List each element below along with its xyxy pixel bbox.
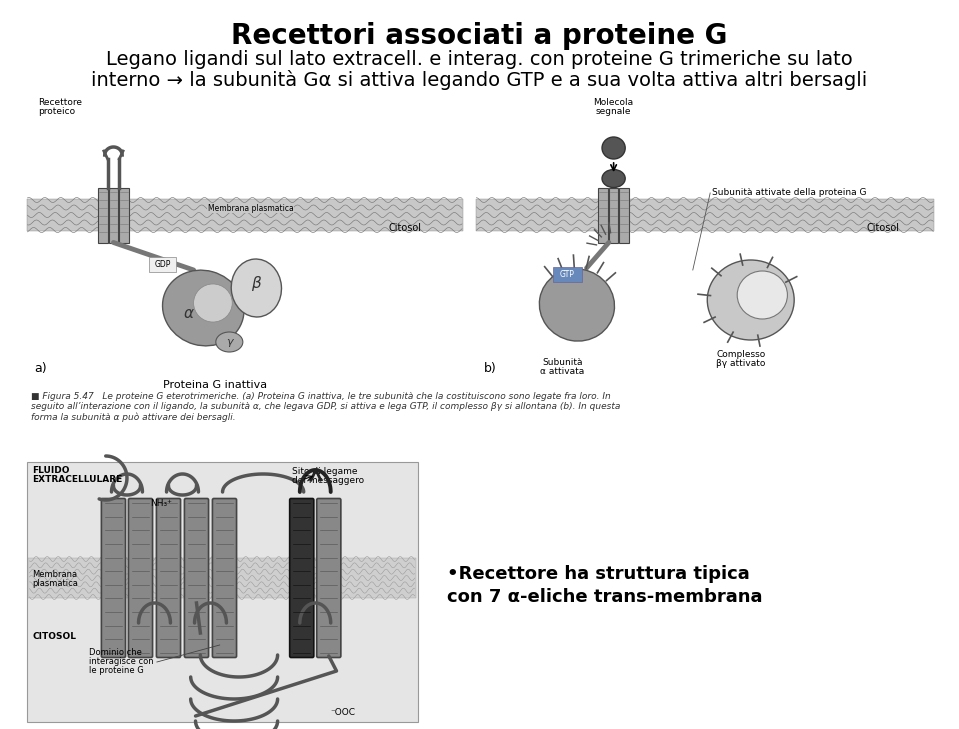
Text: Subunità attivate della proteina G: Subunità attivate della proteina G [713, 187, 867, 197]
Bar [108, 187, 118, 243]
FancyBboxPatch shape [102, 499, 126, 658]
Bar [598, 187, 608, 243]
Text: interagisce con: interagisce con [89, 657, 154, 666]
Text: b): b) [484, 362, 497, 375]
Ellipse shape [216, 332, 243, 352]
Bar [620, 187, 629, 243]
Ellipse shape [539, 269, 615, 341]
Bar [609, 187, 619, 243]
Bar [29, 558, 415, 598]
Bar [27, 462, 417, 722]
Text: Legano ligandi sul lato extracell. e interag. con proteine G trimeriche su lato: Legano ligandi sul lato extracell. e int… [106, 50, 853, 69]
Bar [476, 199, 934, 231]
Text: con 7 α-eliche trans-membrana: con 7 α-eliche trans-membrana [447, 588, 762, 606]
Text: GDP: GDP [154, 260, 171, 269]
Ellipse shape [231, 259, 282, 317]
Text: Molecola: Molecola [594, 98, 634, 107]
FancyBboxPatch shape [150, 257, 176, 272]
Text: γ: γ [226, 337, 233, 347]
Text: ■ Figura 5.47   Le proteine G eterotrimeriche. (a) Proteina G inattiva, le tre s: ■ Figura 5.47 Le proteine G eterotrimeri… [32, 392, 611, 401]
Text: FLUIDO: FLUIDO [33, 466, 70, 475]
Bar [27, 199, 463, 231]
Text: Membrana plasmatica: Membrana plasmatica [208, 203, 293, 212]
FancyBboxPatch shape [184, 499, 208, 658]
Ellipse shape [708, 260, 794, 340]
Text: Subunità: Subunità [542, 358, 583, 367]
Text: a): a) [35, 362, 47, 375]
Text: forma la subunità α può attivare dei bersagli.: forma la subunità α può attivare dei ber… [32, 412, 236, 421]
FancyBboxPatch shape [290, 499, 314, 658]
Text: Citosol: Citosol [867, 223, 900, 233]
FancyBboxPatch shape [552, 267, 582, 282]
Text: ⁻OOC: ⁻OOC [331, 708, 356, 717]
Text: Sito di legame: Sito di legame [292, 467, 358, 476]
FancyBboxPatch shape [213, 499, 237, 658]
Text: Complesso: Complesso [716, 350, 765, 359]
Ellipse shape [602, 170, 625, 187]
Text: GTP: GTP [560, 270, 574, 279]
Bar [98, 187, 107, 243]
Text: proteico: proteico [38, 107, 75, 116]
Ellipse shape [602, 137, 625, 159]
Text: NH₃⁺: NH₃⁺ [151, 499, 172, 508]
Text: EXTRACELLULARE: EXTRACELLULARE [33, 475, 123, 484]
FancyBboxPatch shape [156, 499, 180, 658]
Ellipse shape [737, 271, 787, 319]
Text: seguito all’interazione con il ligando, la subunità α, che legava GDP, si attiva: seguito all’interazione con il ligando, … [32, 402, 620, 411]
Text: Recettore: Recettore [38, 98, 82, 107]
Ellipse shape [162, 270, 244, 346]
FancyBboxPatch shape [316, 499, 340, 658]
Text: Dominio che: Dominio che [89, 648, 142, 657]
Text: β: β [251, 276, 261, 290]
Text: •Recettore ha struttura tipica: •Recettore ha struttura tipica [447, 565, 749, 583]
Text: plasmatica: plasmatica [33, 579, 79, 588]
Text: Citosol: Citosol [388, 223, 422, 233]
Text: le proteine G: le proteine G [89, 666, 144, 675]
Bar [119, 187, 129, 243]
Text: del messaggero: del messaggero [292, 476, 364, 485]
Text: α: α [184, 305, 194, 321]
Text: Membrana: Membrana [33, 570, 78, 579]
Text: interno → la subunità Gα si attiva legando GTP e a sua volta attiva altri bersag: interno → la subunità Gα si attiva legan… [91, 70, 868, 90]
FancyBboxPatch shape [129, 499, 152, 658]
Text: βγ attivato: βγ attivato [716, 359, 765, 368]
Text: segnale: segnale [596, 107, 631, 116]
Text: Proteina G inattiva: Proteina G inattiva [163, 380, 267, 390]
Ellipse shape [194, 284, 232, 322]
Text: α attivata: α attivata [540, 367, 585, 376]
Text: CITOSOL: CITOSOL [33, 632, 77, 641]
Text: Recettori associati a proteine G: Recettori associati a proteine G [231, 22, 728, 50]
